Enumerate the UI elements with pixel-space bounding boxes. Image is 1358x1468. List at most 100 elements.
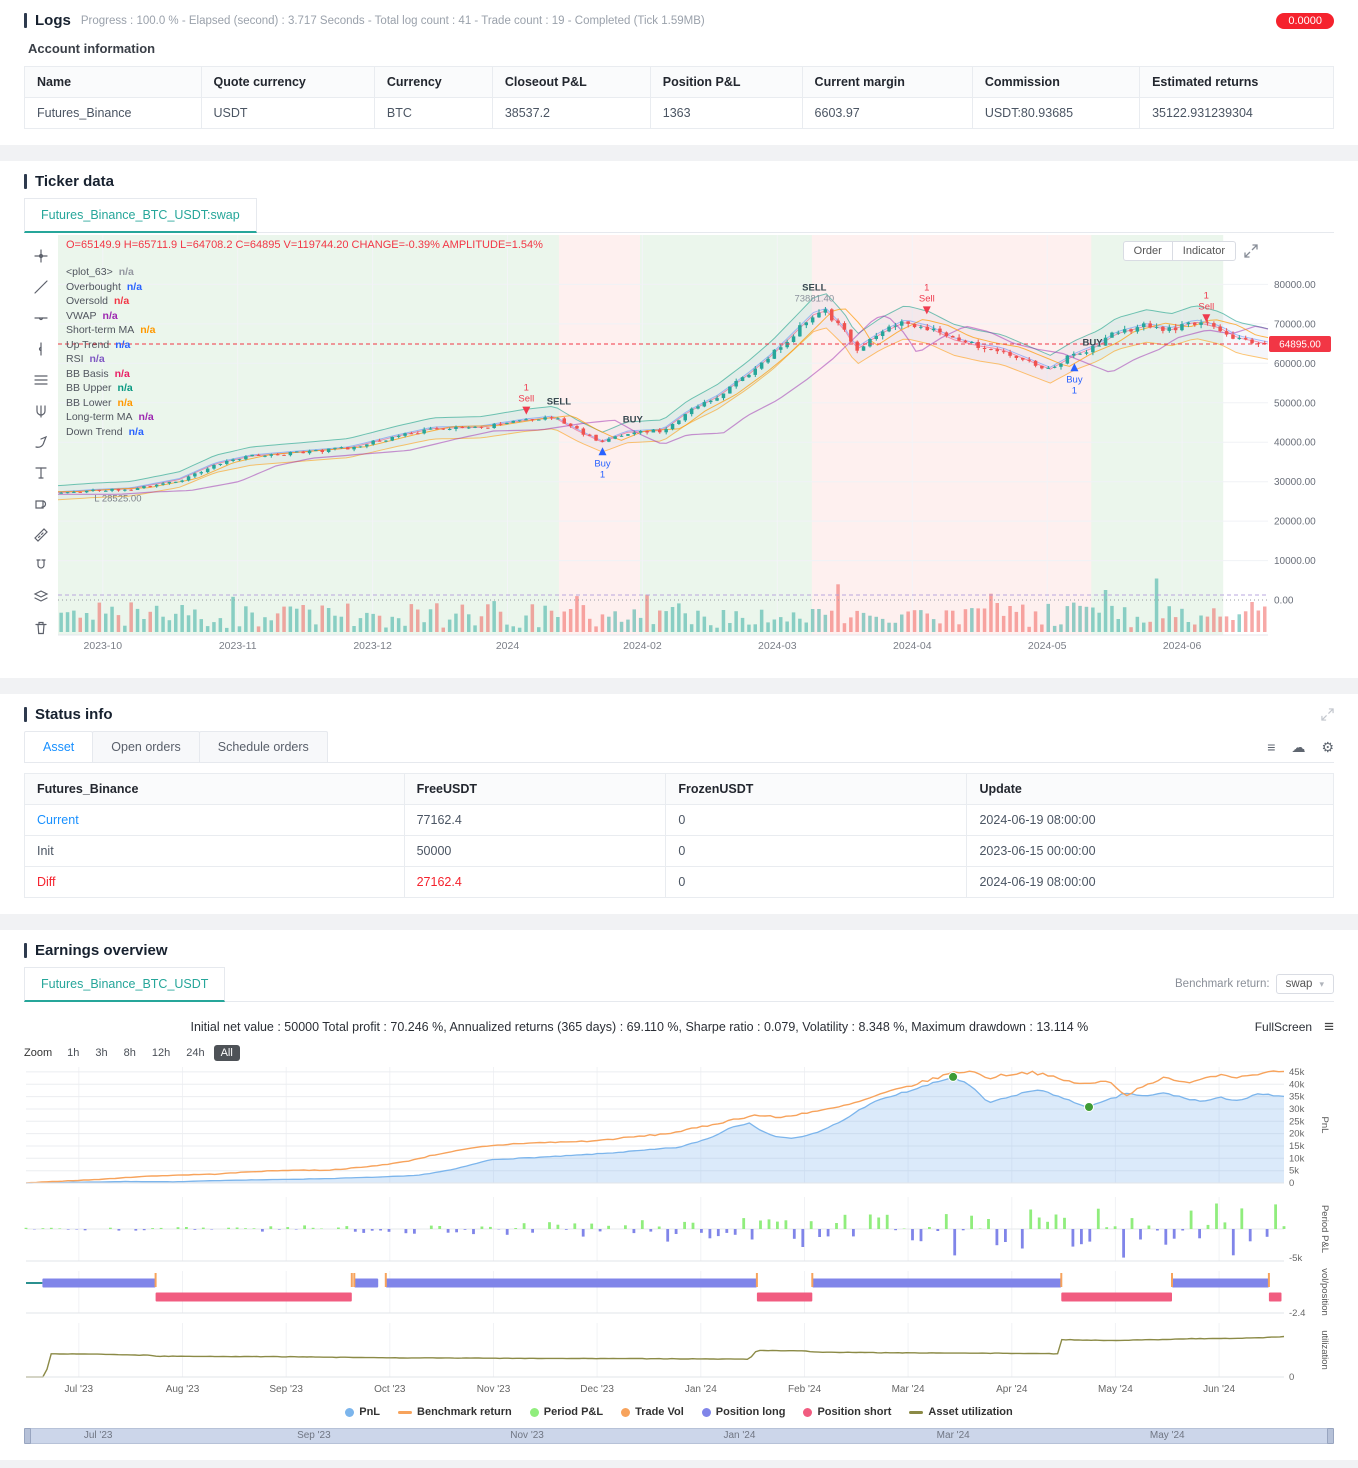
shapes-icon[interactable] [30, 493, 52, 515]
legend-position-short[interactable]: Position short [803, 1406, 891, 1418]
zoom-button-1h[interactable]: 1h [60, 1045, 86, 1061]
svg-text:50000.00: 50000.00 [1274, 398, 1316, 409]
horizontal-line-icon[interactable] [30, 307, 52, 329]
cell-free: 50000 [403, 835, 667, 867]
col-update: Update [966, 773, 1334, 805]
indicator-value: n/a [128, 425, 144, 438]
trash-icon[interactable] [30, 617, 52, 639]
indicator-label: <plot_63> [66, 266, 113, 278]
svg-text:1: 1 [1072, 385, 1077, 396]
row-label-current[interactable]: Current [24, 804, 405, 836]
svg-text:Feb '24: Feb '24 [788, 1384, 821, 1395]
legend-trade-vol[interactable]: Trade Vol [621, 1406, 684, 1418]
pitchfork-icon[interactable] [30, 400, 52, 422]
svg-text:Oct '23: Oct '23 [374, 1384, 406, 1395]
order-button[interactable]: Order [1122, 241, 1173, 261]
crosshair-icon[interactable] [30, 245, 52, 267]
text-icon[interactable] [30, 462, 52, 484]
legend-label: Position short [817, 1406, 892, 1418]
navigator-handle-right[interactable] [1327, 1428, 1334, 1444]
benchmark-return-label: Benchmark return: [1175, 978, 1270, 990]
chart-menu-icon[interactable]: ≡ [1324, 1017, 1334, 1036]
svg-text:Sell: Sell [919, 293, 935, 304]
magnet-icon[interactable] [30, 555, 52, 577]
svg-text:0.00: 0.00 [1274, 596, 1294, 607]
svg-text:64895.00: 64895.00 [1279, 340, 1321, 351]
legend-marker-period-p-l [529, 1407, 539, 1417]
svg-text:Period P&L: Period P&L [1319, 1205, 1330, 1253]
zoom-button-24h[interactable]: 24h [179, 1045, 211, 1061]
zoom-button-3h[interactable]: 3h [88, 1045, 114, 1061]
gear-icon[interactable]: ⚙ [1321, 738, 1334, 755]
svg-text:70000.00: 70000.00 [1274, 319, 1316, 330]
fullscreen-button[interactable]: FullScreen [1254, 1019, 1313, 1034]
indicator-bb-upper: BB Upper n/a [66, 381, 155, 396]
cell-estimated-returns: 35122.931239304 [1139, 97, 1334, 129]
candlestick-chart-canvas[interactable]: 64895.00 80000.00 70000.00 60000.00 50000.00… [57, 235, 1334, 662]
indicator-button[interactable]: Indicator [1171, 241, 1236, 261]
svg-text:vol/position: vol/position [1319, 1268, 1330, 1316]
chart-navigator[interactable]: Jul '23 Sep '23 Nov '23 Jan '24 Mar '24 May '… [24, 1428, 1334, 1444]
col-quote-currency: Quote currency [200, 66, 375, 98]
zoom-button-12h[interactable]: 12h [145, 1045, 177, 1061]
indicator-bb-basis: BB Basis n/a [66, 367, 155, 382]
cell-frozen: 0 [665, 804, 968, 836]
navigator-handle-left[interactable] [24, 1428, 31, 1444]
tab-asset[interactable]: Asset [24, 731, 94, 762]
indicator-value: n/a [117, 396, 133, 409]
logs-section: Logs Progress : 100.0 % - Elapsed (secon… [0, 0, 1358, 145]
svg-text:BUY: BUY [1082, 338, 1103, 349]
svg-text:2023-10: 2023-10 [84, 640, 123, 652]
collapse-icon[interactable] [1321, 708, 1334, 721]
svg-text:2023-11: 2023-11 [219, 640, 257, 652]
indicator-value: n/a [89, 353, 105, 365]
legend-period-p-l[interactable]: Period P&L [529, 1406, 603, 1418]
zoom-button-8h[interactable]: 8h [117, 1045, 143, 1061]
tab-futures-binance-btc-usdt-swap[interactable]: Futures_Binance_BTC_USDT:swap [24, 198, 257, 233]
cell-update: 2024-06-19 08:00:00 [966, 804, 1334, 836]
trendline-icon[interactable] [30, 276, 52, 298]
drawing-toolbar[interactable] [24, 235, 58, 662]
indicator-label: Oversold [66, 295, 109, 307]
brush-icon[interactable] [30, 431, 52, 453]
layers-icon[interactable] [30, 586, 52, 608]
status-title: Status info [35, 706, 113, 723]
zoom-button-all[interactable]: All [213, 1045, 240, 1061]
svg-text:1: 1 [600, 469, 605, 480]
svg-text:35k: 35k [1289, 1092, 1305, 1103]
fib-icon[interactable] [30, 369, 52, 391]
legend-pnl[interactable]: PnL [345, 1406, 380, 1418]
benchmark-select[interactable]: swap ▾ [1275, 974, 1334, 994]
account-info-row: Futures_Binance USDT BTC 38537.2 1363 66… [24, 97, 1334, 129]
ruler-icon[interactable] [30, 524, 52, 546]
expand-icon[interactable] [1244, 244, 1258, 258]
col-current-margin: Current margin [801, 66, 973, 98]
tab-schedule-orders[interactable]: Schedule orders [198, 731, 328, 762]
indicator-plot-63: <plot_63> n/a [66, 265, 155, 280]
svg-text:0: 0 [1289, 1372, 1294, 1383]
cell-current-margin: 6603.97 [801, 97, 973, 129]
tab-open-orders[interactable]: Open orders [92, 731, 200, 762]
navigator-label: Nov '23 [510, 1430, 544, 1441]
svg-text:80000.00: 80000.00 [1274, 280, 1316, 291]
vertical-line-icon[interactable] [30, 338, 52, 360]
svg-text:Aug '23: Aug '23 [166, 1384, 200, 1395]
legend-label: PnL [359, 1406, 381, 1418]
indicator-value: n/a [118, 266, 134, 278]
candlestick-chart[interactable]: 64895.00 80000.00 70000.00 60000.00 50000.00… [57, 235, 1334, 662]
svg-text:Nov '23: Nov '23 [477, 1384, 511, 1395]
earnings-chart-canvas[interactable]: 45k 40k 35k 30k 25k 20k 15k 10k 5k 0 -5k -2.4 0 Jul '… [24, 1061, 1334, 1404]
cloud-download-icon[interactable]: ☁ [1291, 738, 1306, 755]
indicator-label: BB Lower [66, 396, 112, 409]
legend-position-long[interactable]: Position long [701, 1406, 785, 1418]
svg-text:Jul '23: Jul '23 [65, 1384, 94, 1395]
zoom-label: Zoom [24, 1047, 53, 1059]
legend-label: Trade Vol [635, 1406, 684, 1418]
legend-asset-utilization[interactable]: Asset utilization [909, 1406, 1013, 1418]
tab-futures-binance-btc-usdt[interactable]: Futures_Binance_BTC_USDT [24, 967, 226, 1002]
col-estimated-returns: Estimated returns [1139, 66, 1334, 98]
legend-benchmark-return[interactable]: Benchmark return [398, 1406, 512, 1418]
list-icon[interactable]: ≡ [1267, 738, 1276, 755]
account-info-table: Name Quote currency Currency Closeout P&… [24, 66, 1334, 129]
logs-count-badge[interactable]: 0.0000 [1276, 12, 1334, 29]
